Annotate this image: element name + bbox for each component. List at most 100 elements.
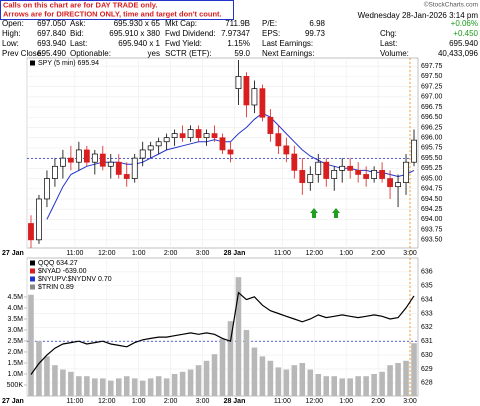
y-tick-label: 695.50 xyxy=(421,155,443,162)
field-value: 695.940 x 1 xyxy=(118,39,160,48)
field-label: Open: xyxy=(2,19,24,28)
volume-bar xyxy=(355,376,361,396)
volume-bar xyxy=(44,356,50,396)
legend-swatch xyxy=(30,284,35,290)
y-tick-label: 629 xyxy=(421,366,433,373)
x-tick-label: 28 Jan xyxy=(224,398,246,405)
volume-tick-label: 4.0M xyxy=(7,305,23,312)
y-tick-label: 695.75 xyxy=(421,145,443,152)
field-label: High: xyxy=(2,29,21,38)
volume-bar xyxy=(371,373,377,396)
field-value: yes xyxy=(148,49,160,58)
candle-body xyxy=(347,165,354,171)
field-value: 697.050 xyxy=(37,19,66,28)
candle-body xyxy=(307,174,314,183)
x-tick-label: 11:00 xyxy=(274,250,291,257)
volume-bar xyxy=(203,360,210,396)
field-label: Last: xyxy=(70,39,87,48)
volume-bar xyxy=(60,369,66,396)
candle-body xyxy=(371,170,378,179)
y-tick-label: 696.25 xyxy=(421,124,443,131)
field-label: Optionable: xyxy=(70,49,111,58)
field-value: +0.06% xyxy=(451,19,478,28)
volume-bar xyxy=(387,365,393,396)
field-label: Bid: xyxy=(70,29,84,38)
candle-body xyxy=(91,153,98,163)
volume-bar xyxy=(107,380,114,396)
field-value: 1.15% xyxy=(227,39,250,48)
candle-body xyxy=(52,165,58,179)
y-tick-label: 696.00 xyxy=(421,135,443,142)
candle-body xyxy=(115,161,122,175)
source: ©StockCharts.com xyxy=(424,1,478,9)
volume-bar xyxy=(275,367,282,396)
candle-body xyxy=(203,133,210,139)
candle-body xyxy=(339,165,346,171)
y-tick-label: 628 xyxy=(421,380,433,387)
volume-bar xyxy=(347,378,353,396)
candle-body xyxy=(299,170,306,183)
y-tick-label: 695.25 xyxy=(421,165,443,172)
x-tick-label: 2:00 xyxy=(371,398,385,405)
field-value: 697.840 xyxy=(37,29,66,38)
x-tick-label: 2:00 xyxy=(371,250,385,257)
legend-label: $NYUPV:$NYDNV 0.70 xyxy=(38,276,112,283)
y-tick-label: 695.00 xyxy=(421,175,443,182)
candle-body xyxy=(243,76,250,106)
volume-tick-label: 2.5M xyxy=(7,338,23,345)
y-tick-label: 696.50 xyxy=(421,114,443,121)
field-value: 7.97347 xyxy=(221,29,250,38)
y-tick-label: 697.75 xyxy=(421,63,443,70)
candle-body xyxy=(227,149,234,155)
candle-body xyxy=(235,76,242,89)
x-tick-label: 3:00 xyxy=(196,250,210,257)
volume-tick-label: 4.5M xyxy=(7,294,23,301)
date: Wednesday 28-Jan-2026 3:14 pm xyxy=(358,11,479,20)
candle-body xyxy=(83,149,90,163)
candle-body xyxy=(99,153,106,167)
field-label: Next Earnings: xyxy=(262,49,314,58)
volume-bar xyxy=(283,369,290,396)
candle-body xyxy=(323,161,330,179)
candle-body xyxy=(315,161,322,175)
y-tick-label: 694.50 xyxy=(421,196,443,203)
y-tick-label: 693.50 xyxy=(421,237,443,244)
candle-body xyxy=(163,137,170,143)
y-tick-label: 697.00 xyxy=(421,94,443,101)
field-label: Volume: xyxy=(380,49,409,58)
volume-bar xyxy=(52,365,58,396)
volume-bar xyxy=(395,362,401,396)
x-tick-label: 12:00 xyxy=(98,250,116,257)
volume-bar xyxy=(195,365,202,396)
volume-bar xyxy=(251,347,258,396)
volume-bar xyxy=(187,369,194,396)
volume-bar xyxy=(76,376,82,396)
candle-body xyxy=(251,88,258,106)
y-tick-label: 630 xyxy=(421,352,433,359)
candle-body xyxy=(211,133,218,139)
field-label: Last: xyxy=(380,39,397,48)
y-tick-label: 694.00 xyxy=(421,216,443,223)
candle-body xyxy=(275,133,282,147)
notice-line: Calls on this chart are for DAY TRADE on… xyxy=(3,0,157,9)
candle-body xyxy=(67,157,74,163)
field-label: EPS: xyxy=(262,29,280,38)
volume-tick-label: 1.5M xyxy=(7,360,23,367)
candle-body xyxy=(131,157,138,179)
candle-body xyxy=(75,149,82,163)
volume-bar xyxy=(227,321,234,396)
volume-bar xyxy=(92,378,98,396)
field-value: 695.940 xyxy=(449,39,478,48)
notice-line: Arrows are for DIRECTION ONLY, time and … xyxy=(3,9,222,18)
volume-bar xyxy=(379,371,385,396)
field-label: Prev Close: xyxy=(2,49,43,58)
field-value: 693.940 xyxy=(37,39,66,48)
legend-label: $TRIN 0.89 xyxy=(38,284,74,291)
x-tick-label: 3:00 xyxy=(403,398,417,405)
x-tick-label: 27 Jan xyxy=(2,398,24,405)
field-label: Chg: xyxy=(380,29,397,38)
field-value: 6.98 xyxy=(309,19,325,28)
candle-body xyxy=(28,223,34,241)
volume-tick-label: 1.0M xyxy=(7,371,23,378)
